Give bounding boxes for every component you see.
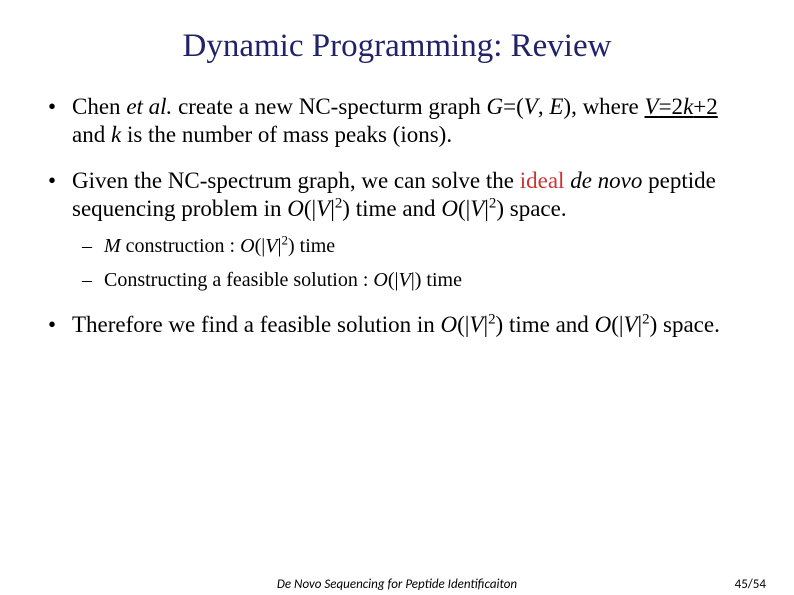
text: Therefore we find a feasible solution in — [72, 312, 441, 337]
paren: |) — [411, 269, 422, 291]
var-v: V — [316, 196, 330, 221]
et-al: et al. — [126, 94, 172, 119]
var-v: V — [470, 196, 484, 221]
text: =( — [503, 94, 524, 119]
eq-underline: =2 — [659, 94, 683, 119]
big-o: O — [595, 312, 612, 337]
var-m: M — [104, 235, 121, 257]
var-e: E — [549, 94, 563, 119]
var-v: V — [524, 94, 538, 119]
text: ), where — [563, 94, 644, 119]
text: space. — [657, 312, 720, 337]
slide-title: Dynamic Programming: Review — [38, 28, 756, 65]
var-v: V — [399, 269, 411, 291]
ideal-red: ideal — [520, 168, 570, 193]
exponent: 2 — [642, 312, 649, 328]
big-o: O — [373, 269, 387, 291]
big-o: O — [441, 312, 458, 337]
paren: (| — [458, 196, 470, 221]
sub-bullet-2: Constructing a feasible solution : O(|V|… — [72, 267, 756, 293]
text: , — [538, 94, 550, 119]
text: Given the NC-spectrum graph, we can solv… — [72, 168, 520, 193]
paren: (| — [304, 196, 316, 221]
text: and — [72, 122, 111, 147]
slide: Dynamic Programming: Review Chen et al. … — [0, 0, 794, 595]
bullet-1: Chen et al. create a new NC-specturm gra… — [38, 93, 756, 149]
bullet-3: Therefore we find a feasible solution in… — [38, 311, 756, 339]
text: Constructing a feasible solution : — [104, 269, 373, 291]
paren: ) — [342, 196, 350, 221]
sub-list: M construction : O(|V|2) time Constructi… — [72, 233, 756, 293]
big-o: O — [240, 235, 254, 257]
paren: (| — [457, 312, 469, 337]
bullet-list: Chen et al. create a new NC-specturm gra… — [38, 93, 756, 339]
paren: (| — [388, 269, 399, 291]
sub-bullet-1: M construction : O(|V|2) time — [72, 233, 756, 259]
var-v: V — [623, 312, 637, 337]
var-v: V — [265, 235, 277, 257]
paren: ) — [496, 196, 504, 221]
text: time and — [350, 196, 441, 221]
plus2-underline: +2 — [693, 94, 717, 119]
var-k: k — [111, 122, 121, 147]
text: construction : — [121, 235, 240, 257]
bullet-2: Given the NC-spectrum graph, we can solv… — [38, 167, 756, 293]
text: is the number of mass peaks (ions). — [121, 122, 452, 147]
var-v: V — [469, 312, 483, 337]
de-novo: de novo — [570, 168, 642, 193]
text: create a new NC-specturm graph — [172, 94, 486, 119]
text: time — [421, 269, 462, 291]
var-g: G — [487, 94, 504, 119]
text: Chen — [72, 94, 126, 119]
big-o: O — [441, 196, 458, 221]
var-v-underline: V — [645, 94, 659, 119]
exponent: 2 — [488, 312, 495, 328]
paren: ) — [288, 235, 295, 257]
footer-title: De Novo Sequencing for Peptide Identific… — [277, 577, 517, 592]
big-o: O — [287, 196, 304, 221]
text: time — [295, 235, 336, 257]
text: time and — [503, 312, 594, 337]
page-number: 45/54 — [735, 577, 766, 592]
text: space. — [504, 196, 567, 221]
paren: (| — [611, 312, 623, 337]
paren: (| — [255, 235, 266, 257]
var-k-underline: k — [683, 94, 693, 119]
